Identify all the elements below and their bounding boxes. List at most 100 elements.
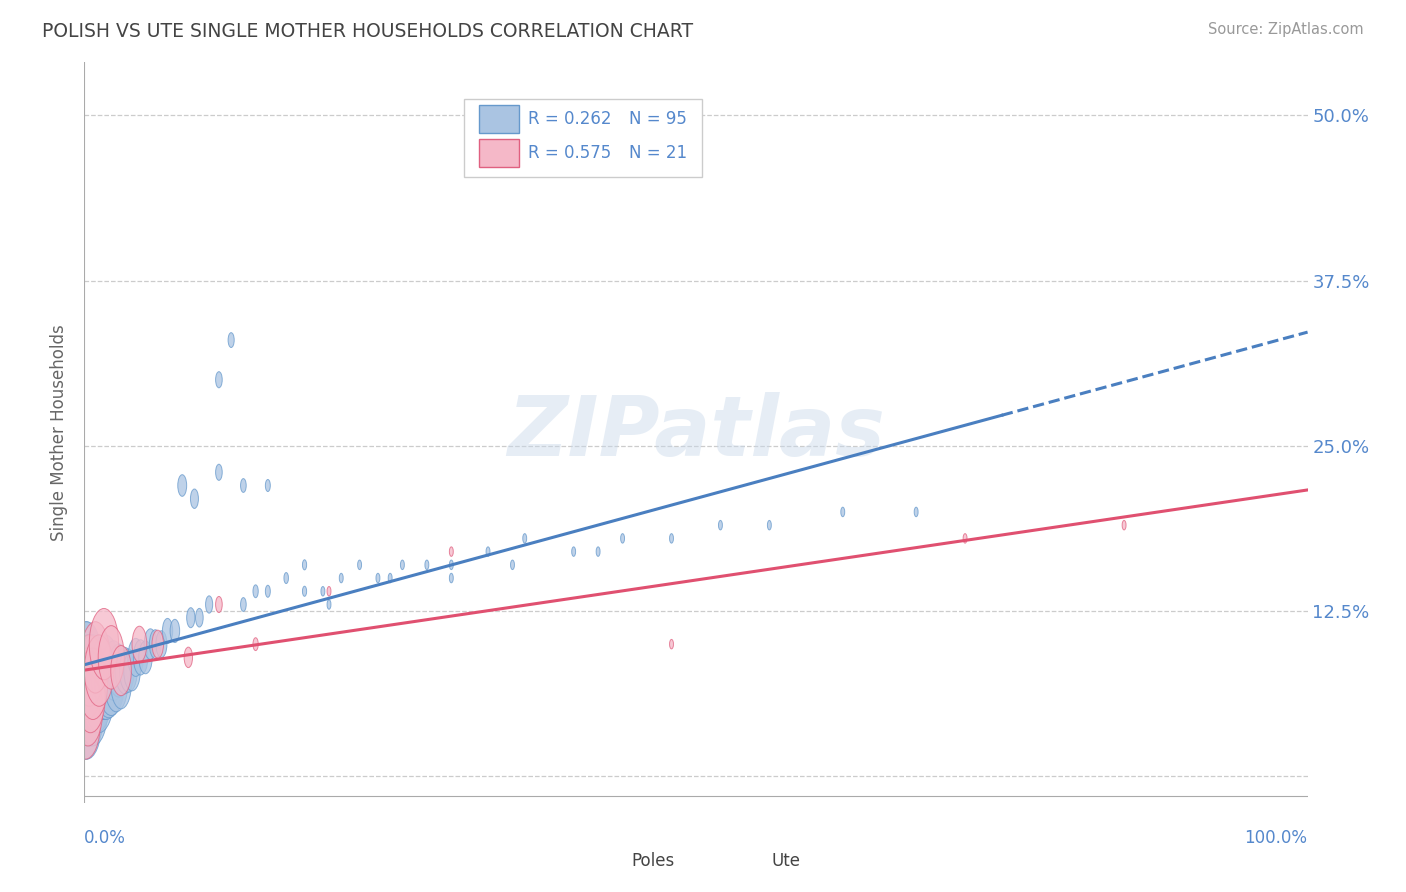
Ellipse shape <box>450 560 453 570</box>
Ellipse shape <box>72 688 101 759</box>
Ellipse shape <box>620 533 624 543</box>
Ellipse shape <box>89 648 117 720</box>
Ellipse shape <box>253 638 259 650</box>
Ellipse shape <box>156 631 167 657</box>
Ellipse shape <box>523 533 527 543</box>
Ellipse shape <box>596 547 600 557</box>
Ellipse shape <box>143 629 156 659</box>
Ellipse shape <box>72 661 101 732</box>
Ellipse shape <box>450 547 453 557</box>
Ellipse shape <box>80 648 110 720</box>
Ellipse shape <box>89 648 118 720</box>
Text: 0.0%: 0.0% <box>84 830 127 847</box>
Ellipse shape <box>134 640 148 675</box>
Text: ZIPatlas: ZIPatlas <box>508 392 884 473</box>
Ellipse shape <box>718 520 723 530</box>
Ellipse shape <box>75 635 104 706</box>
Ellipse shape <box>195 608 204 627</box>
Ellipse shape <box>77 648 107 720</box>
Ellipse shape <box>266 480 270 491</box>
FancyBboxPatch shape <box>730 848 766 873</box>
FancyBboxPatch shape <box>479 105 519 133</box>
Ellipse shape <box>90 635 120 706</box>
Ellipse shape <box>70 674 100 746</box>
Ellipse shape <box>486 547 489 557</box>
Text: N = 21: N = 21 <box>628 144 686 161</box>
Ellipse shape <box>914 508 918 516</box>
Ellipse shape <box>76 661 105 732</box>
Ellipse shape <box>70 635 100 706</box>
Y-axis label: Single Mother Households: Single Mother Households <box>51 325 69 541</box>
Ellipse shape <box>120 649 138 692</box>
Ellipse shape <box>375 574 380 582</box>
Ellipse shape <box>82 648 111 720</box>
Ellipse shape <box>184 647 193 667</box>
Text: Source: ZipAtlas.com: Source: ZipAtlas.com <box>1208 22 1364 37</box>
Ellipse shape <box>450 574 453 582</box>
Ellipse shape <box>94 649 122 718</box>
Ellipse shape <box>73 648 103 720</box>
Ellipse shape <box>75 635 104 706</box>
Ellipse shape <box>72 622 101 693</box>
Ellipse shape <box>162 618 173 643</box>
Ellipse shape <box>79 648 108 720</box>
Ellipse shape <box>70 622 100 693</box>
Ellipse shape <box>72 635 101 706</box>
Ellipse shape <box>253 585 259 598</box>
Ellipse shape <box>79 648 108 720</box>
Ellipse shape <box>101 640 127 700</box>
Ellipse shape <box>73 674 103 746</box>
Ellipse shape <box>170 619 180 642</box>
Text: N = 95: N = 95 <box>628 110 686 128</box>
Text: 100.0%: 100.0% <box>1244 830 1308 847</box>
Ellipse shape <box>302 586 307 597</box>
Ellipse shape <box>82 661 111 732</box>
Text: POLISH VS UTE SINGLE MOTHER HOUSEHOLDS CORRELATION CHART: POLISH VS UTE SINGLE MOTHER HOUSEHOLDS C… <box>42 22 693 41</box>
Ellipse shape <box>80 622 110 693</box>
Ellipse shape <box>149 630 162 658</box>
Ellipse shape <box>205 596 212 613</box>
FancyBboxPatch shape <box>589 848 626 873</box>
Text: Poles: Poles <box>631 852 675 870</box>
Ellipse shape <box>104 656 128 712</box>
Ellipse shape <box>572 547 575 557</box>
Ellipse shape <box>401 560 405 570</box>
Ellipse shape <box>80 661 110 732</box>
Ellipse shape <box>302 560 307 570</box>
Ellipse shape <box>108 644 129 697</box>
Ellipse shape <box>669 533 673 543</box>
Ellipse shape <box>70 688 100 759</box>
Ellipse shape <box>111 646 131 696</box>
Ellipse shape <box>1122 520 1126 530</box>
Ellipse shape <box>73 635 103 706</box>
Ellipse shape <box>77 635 107 706</box>
Ellipse shape <box>80 661 108 732</box>
Ellipse shape <box>328 587 330 596</box>
Ellipse shape <box>510 560 515 570</box>
Ellipse shape <box>215 372 222 388</box>
Ellipse shape <box>240 598 246 611</box>
Ellipse shape <box>115 648 135 694</box>
Ellipse shape <box>98 652 124 715</box>
Ellipse shape <box>70 648 100 720</box>
Ellipse shape <box>89 608 118 680</box>
Ellipse shape <box>76 648 105 720</box>
Ellipse shape <box>87 648 117 720</box>
Ellipse shape <box>73 661 103 732</box>
Ellipse shape <box>357 560 361 570</box>
Ellipse shape <box>152 630 163 658</box>
Ellipse shape <box>228 333 235 348</box>
Ellipse shape <box>72 648 101 720</box>
Ellipse shape <box>84 635 114 706</box>
Ellipse shape <box>128 639 143 676</box>
Ellipse shape <box>215 597 222 613</box>
Ellipse shape <box>70 661 100 732</box>
Ellipse shape <box>177 475 187 496</box>
Ellipse shape <box>190 489 198 508</box>
Ellipse shape <box>328 599 330 609</box>
Text: Ute: Ute <box>772 852 801 870</box>
Ellipse shape <box>76 674 105 746</box>
Ellipse shape <box>70 688 100 759</box>
FancyBboxPatch shape <box>479 139 519 167</box>
Ellipse shape <box>388 574 392 582</box>
